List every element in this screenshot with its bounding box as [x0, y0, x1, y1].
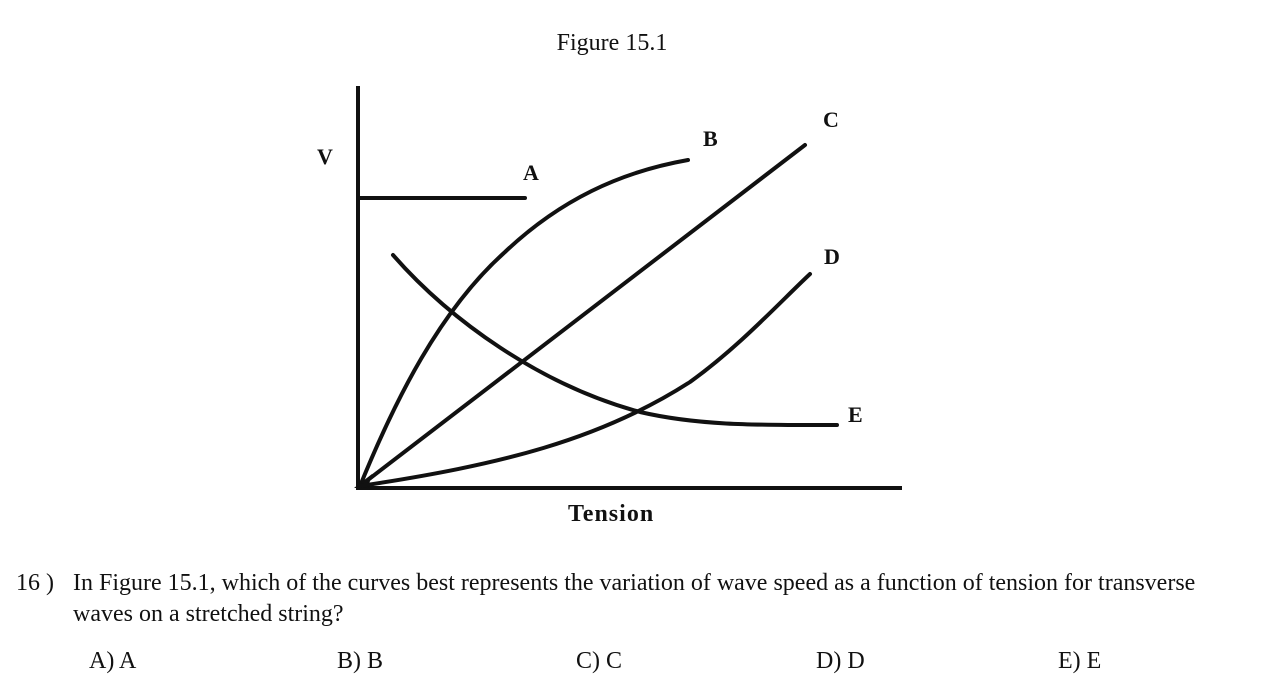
choice-d[interactable]: D) D: [816, 648, 865, 674]
figure-chart: V A B C D E Tension: [317, 86, 902, 527]
curve-d: [358, 272, 812, 488]
curve-label-e: E: [848, 402, 863, 427]
figure-title: Figure 15.1: [556, 30, 668, 56]
x-axis-label: Tension: [568, 501, 654, 527]
curve-c: [358, 143, 807, 488]
curve-b: [358, 158, 690, 488]
curve-label-b: B: [703, 126, 718, 151]
curve-label-d: D: [824, 244, 840, 269]
curve-label-c: C: [823, 107, 839, 132]
choice-c[interactable]: C) C: [576, 648, 623, 674]
y-axis-label: V: [317, 144, 333, 169]
choice-e[interactable]: E) E: [1058, 648, 1102, 674]
question-text: In Figure 15.1, which of the curves best…: [73, 570, 1196, 627]
choice-b[interactable]: B) B: [337, 648, 384, 674]
choice-a[interactable]: A) A: [89, 648, 137, 674]
question-number: 16 ): [16, 570, 54, 596]
curve-e: [391, 253, 839, 428]
curve-label-a: A: [523, 160, 539, 185]
